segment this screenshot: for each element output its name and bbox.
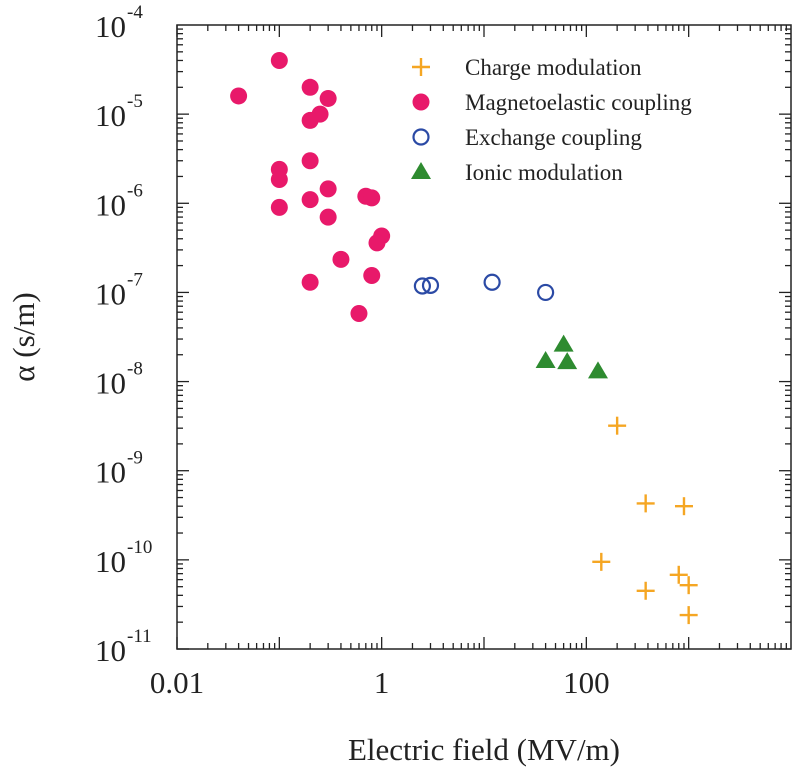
magnetoelastic-coupling-point (301, 111, 319, 129)
y-tick-label: 10 (95, 633, 126, 668)
magnetoelastic-coupling-point (270, 198, 288, 216)
ionic-modulation-point (587, 361, 608, 379)
series-exchange-coupling (413, 273, 555, 302)
y-axis-title: α (s/m) (6, 292, 41, 381)
magnetoelastic-coupling-point (350, 305, 368, 323)
y-tick-exponent: -7 (127, 269, 143, 290)
plot-frame (176, 24, 792, 650)
magnetoelastic-coupling-point (301, 152, 319, 170)
legend-markers (411, 58, 431, 179)
y-tick-exponent: -5 (127, 91, 143, 112)
y-tick-exponent: -11 (127, 626, 152, 647)
series-charge-modulation (592, 416, 698, 625)
magnetoelastic-coupling-point (319, 180, 337, 198)
magnetoelastic-coupling-point (332, 250, 350, 268)
legend-marker-exchange (412, 128, 430, 146)
legend-marker-magnetoelastic (412, 93, 430, 111)
y-tick-exponent: -8 (127, 359, 143, 380)
y-tick-label: 10 (95, 366, 126, 401)
legend-label-ionic: Ionic modulation (465, 160, 623, 185)
magnetoelastic-coupling-point (301, 78, 319, 96)
magnetoelastic-coupling-point (363, 189, 381, 207)
y-tick-exponent: -10 (127, 537, 152, 558)
y-tick-label: 10 (95, 187, 126, 222)
legend-label-magnetoelastic: Magnetoelastic coupling (465, 90, 692, 115)
magnetoelastic-coupling-point (319, 89, 337, 107)
charge-modulation-point (592, 552, 611, 571)
magnetoelastic-coupling-point (319, 208, 337, 226)
exchange-coupling-point (483, 273, 501, 291)
y-tick-label: 10 (95, 455, 126, 490)
charge-modulation-point (679, 576, 698, 595)
exchange-coupling-point (421, 276, 440, 294)
axis-ticks (176, 25, 791, 650)
y-tick-exponent: -9 (127, 448, 143, 469)
y-tick-label: 10 (95, 9, 126, 44)
ionic-modulation-point (557, 352, 578, 370)
data-marks (230, 51, 698, 625)
charge-modulation-point (679, 606, 698, 625)
series-magnetoelastic-coupling (230, 51, 391, 323)
charge-modulation-point (669, 565, 688, 584)
exchange-coupling-point (413, 277, 431, 295)
magnetoelastic-coupling-point (368, 234, 386, 252)
magnetoelastic-coupling-point (301, 191, 319, 209)
charge-modulation-point (636, 581, 655, 600)
y-tick-label: 10 (95, 98, 126, 133)
x-axis-title: Electric field (MV/m) (348, 732, 620, 767)
charge-modulation-point (636, 494, 655, 513)
series-ionic-modulation (535, 334, 608, 379)
y-tick-label: 10 (95, 276, 126, 311)
legend-label-charge: Charge modulation (465, 55, 642, 80)
charge-modulation-point (674, 497, 693, 516)
legend-label-exchange: Exchange coupling (465, 125, 642, 150)
magnetoelastic-coupling-point (230, 87, 248, 105)
magnetoelastic-coupling-point (363, 266, 381, 284)
x-tick-label: 100 (563, 665, 610, 700)
legend-marker-ionic (411, 162, 431, 179)
x-tick-label: 1 (374, 665, 390, 700)
charge-modulation-point (608, 416, 627, 435)
y-tick-exponent: -4 (127, 2, 143, 23)
legend: Charge modulation Magnetoelastic couplin… (411, 55, 692, 185)
magnetoelastic-coupling-point (270, 170, 288, 188)
legend-marker-charge (412, 58, 430, 76)
x-tick-label: 0.01 (150, 665, 204, 700)
magnetoelastic-coupling-point (301, 273, 319, 291)
ionic-modulation-point (553, 334, 574, 352)
magnetoelastic-coupling-point (270, 51, 288, 69)
y-tick-exponent: -6 (127, 180, 143, 201)
exchange-coupling-point (537, 283, 555, 302)
y-tick-label: 10 (95, 544, 126, 579)
ionic-modulation-point (535, 351, 556, 369)
